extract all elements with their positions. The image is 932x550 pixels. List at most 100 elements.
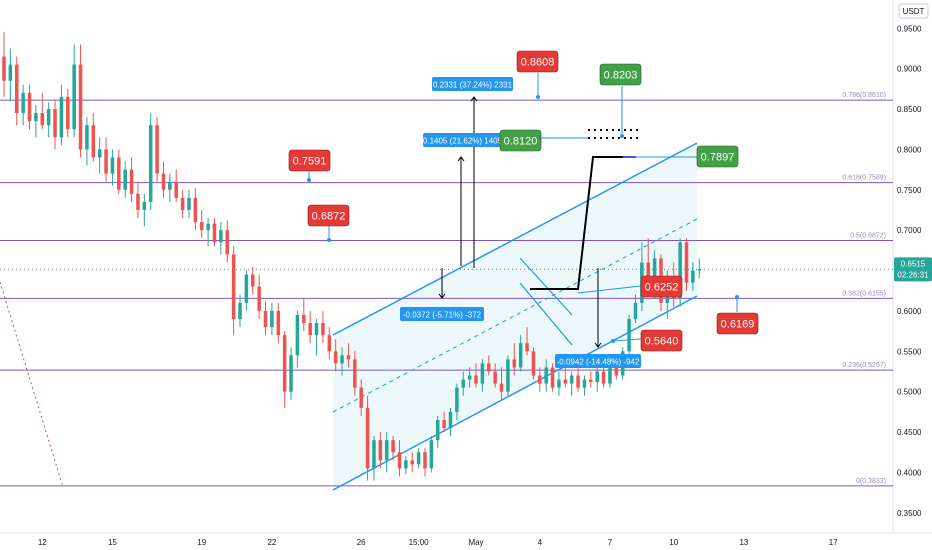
time-axis[interactable]: 12 15 19 22 26 15:00 May 4 7 10 13 17 (38, 538, 838, 547)
price-tick: 0.4000 (897, 468, 922, 477)
svg-text:0.8203: 0.8203 (604, 70, 638, 82)
candle-body (180, 197, 185, 210)
candle-body (251, 274, 255, 287)
candle-body (518, 343, 523, 368)
measure-text-3: -0.0372 (-5.71%) -372 (403, 311, 482, 320)
svg-text:0.7591: 0.7591 (293, 156, 327, 168)
candle-body (231, 254, 236, 319)
flag-line-upper (519, 257, 573, 316)
dotted-trend-line (0, 281, 64, 488)
measure-text-1: 0.2331 (37.24%) 2331 (433, 81, 513, 90)
candle-body (595, 371, 599, 382)
measure-label-1: 0.2331 (37.24%) 2331 (432, 77, 513, 91)
candle-body (2, 56, 6, 81)
callout-0.8203: 0.8203 (599, 63, 642, 86)
measure-text-4: -0.0942 (-14.48%) -942 (557, 358, 640, 367)
callout-0.7591: 0.7591 (288, 149, 331, 172)
candle-body (525, 343, 529, 352)
svg-text:0.8608: 0.8608 (521, 57, 555, 69)
measure-label-3: -0.0372 (-5.71%) -372 (400, 307, 484, 321)
candle-body (238, 302, 242, 319)
callout-0.6872: 0.6872 (307, 204, 350, 227)
candle-body (53, 109, 57, 138)
candle-body (136, 193, 140, 210)
time-tick: 13 (739, 538, 748, 547)
time-tick: 4 (538, 538, 543, 547)
candle-body (684, 242, 689, 283)
candle-body (206, 223, 210, 231)
time-tick: 26 (357, 538, 366, 547)
candle-body (429, 440, 434, 469)
svg-text:0.6872: 0.6872 (312, 211, 346, 223)
candle-body (340, 355, 344, 364)
candle-body (308, 323, 312, 336)
candle-body (46, 109, 51, 126)
price-tick: 0.3500 (897, 509, 922, 518)
fib-label: 0.5(0.6872) (850, 232, 886, 239)
candle-body (34, 113, 38, 122)
candle-body (78, 64, 83, 150)
measure-arrows (438, 96, 602, 348)
price-tick: 0.4500 (897, 428, 922, 437)
candle-body (104, 149, 108, 174)
callout-0.5640: 0.5640 (640, 329, 683, 352)
candle-body (346, 355, 351, 360)
candle-body (193, 197, 198, 223)
candle-body (378, 440, 383, 461)
candle-body (493, 371, 497, 384)
price-tick: 0.9500 (897, 24, 922, 33)
candle-body (384, 440, 389, 461)
candle-body (327, 335, 332, 352)
time-tick: 7 (608, 538, 613, 547)
candle-body (85, 125, 89, 150)
candle-body (219, 230, 223, 243)
candle-body (142, 201, 147, 210)
time-tick: 15:00 (409, 538, 430, 547)
candle-body (448, 411, 453, 429)
fib-label: 0(0.3833) (856, 478, 886, 485)
channel-fill (333, 143, 697, 490)
candle-body (15, 64, 19, 114)
candle-body (270, 310, 274, 328)
candle-body (569, 375, 574, 384)
candle-body (442, 419, 446, 429)
fib-levels: 0.786(0.8610) 0.618(0.7589) 0.5(0.6872) 0.3… (0, 92, 893, 487)
candle-body (550, 367, 555, 388)
candle-body (538, 375, 542, 384)
price-tick: 0.6000 (897, 307, 922, 316)
candle-body (365, 407, 370, 469)
candle-body (8, 64, 13, 81)
currency-badge[interactable]: USDT (898, 3, 929, 19)
candle-body (257, 286, 261, 311)
time-tick: 15 (108, 538, 117, 547)
candle-body (263, 310, 268, 328)
countdown-timer: 02:26:31 (897, 270, 929, 279)
current-price-value: 0.6515 (901, 259, 926, 268)
candle-body (199, 222, 204, 231)
time-tick: 17 (829, 538, 838, 547)
price-tick: 0.8500 (897, 105, 922, 114)
candle-body (295, 314, 300, 356)
candle-body (168, 181, 172, 190)
candle-body (155, 125, 159, 174)
candle-body (353, 359, 357, 388)
candle-body (372, 440, 376, 469)
candle-body (582, 379, 587, 388)
candle-body (391, 440, 395, 453)
candle-body (589, 379, 593, 382)
candle-body (333, 351, 338, 364)
measure-label-4: -0.0942 (-14.48%) -942 (555, 354, 641, 368)
candle-body (474, 375, 478, 384)
candle-body (59, 96, 64, 138)
callout-0.6252: 0.6252 (640, 275, 683, 298)
candle-body (499, 383, 504, 392)
svg-text:0.8120: 0.8120 (504, 136, 538, 148)
price-tick: 0.7500 (897, 186, 922, 195)
candle-body (117, 157, 121, 190)
candle-body (91, 125, 96, 158)
candle-body (435, 419, 440, 441)
svg-text:0.6169: 0.6169 (721, 319, 755, 331)
candle-body (614, 363, 619, 376)
projection-path (530, 156, 630, 290)
